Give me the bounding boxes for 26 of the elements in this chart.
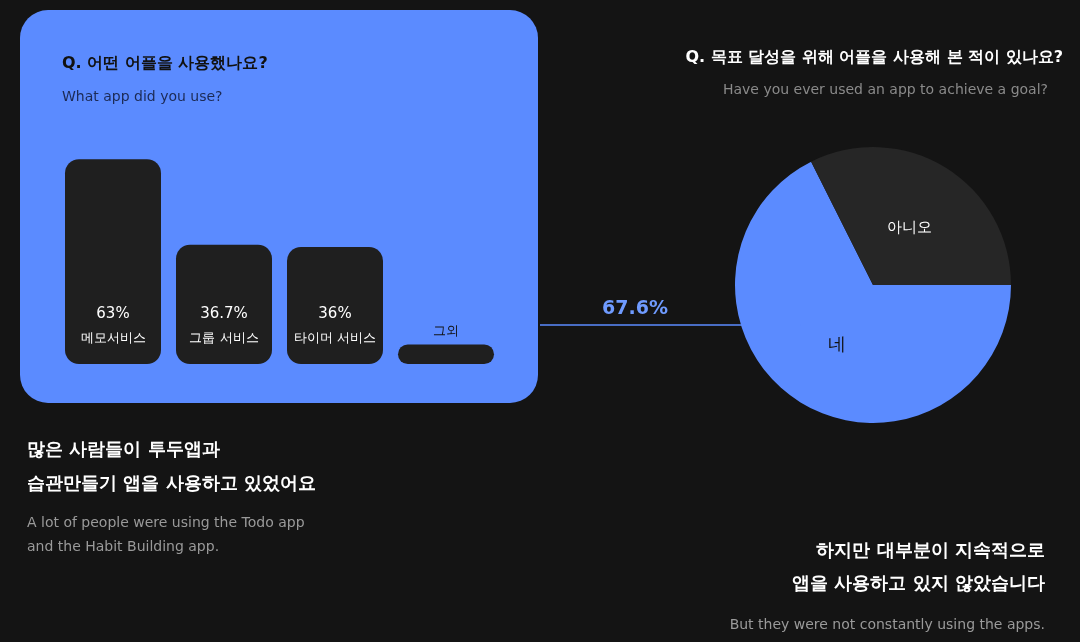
text: 습관만들기 앱을 사용하고 있었어요 bbox=[27, 472, 316, 493]
data-label: 36.7% bbox=[200, 304, 248, 322]
data-label: 36% bbox=[318, 304, 352, 322]
chart-subtitle: Have you ever used an app to achieve a goal? bbox=[722, 81, 1048, 97]
x-tick-label: 그외 bbox=[433, 322, 459, 338]
bar bbox=[176, 244, 272, 364]
x-tick-label: 타이머 서비스 bbox=[293, 330, 377, 345]
chart-subtitle: What app did you use? bbox=[62, 88, 223, 104]
chart-title: Q. 목표 달성을 위해 어플을 사용해 본 적이 있나요? bbox=[685, 47, 1063, 66]
pie-slice bbox=[811, 147, 1011, 285]
bar bbox=[398, 344, 494, 364]
text: and the Habit Building app. bbox=[27, 538, 220, 554]
slice-label: 아니오 bbox=[886, 218, 932, 237]
chart-title: Q. 어떤 어플을 사용했나요? bbox=[62, 53, 268, 72]
text: A lot of people were using the Todo app bbox=[27, 514, 305, 530]
data-label: 67.6% bbox=[602, 296, 668, 318]
text: 하지만 대부분이 지속적으로 bbox=[816, 539, 1045, 560]
text: 앱을 사용하고 있지 않았습니다 bbox=[792, 572, 1045, 593]
x-tick-label: 그룹 서비스 bbox=[189, 330, 259, 345]
bar bbox=[65, 159, 161, 364]
text: 많은 사람들이 투두앱과 bbox=[27, 438, 220, 459]
text: But they were not constantly using the apps. bbox=[729, 616, 1045, 632]
data-label: 63% bbox=[96, 304, 130, 322]
x-tick-label: 메모서비스 bbox=[80, 330, 146, 345]
bar bbox=[287, 247, 383, 364]
slice-label: 네 bbox=[827, 332, 846, 354]
